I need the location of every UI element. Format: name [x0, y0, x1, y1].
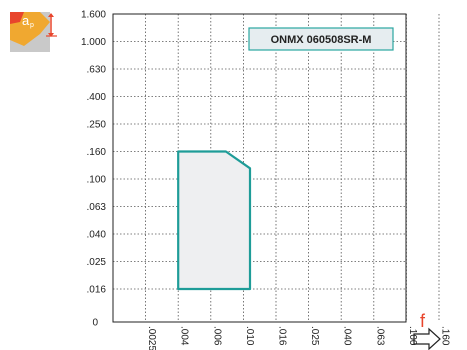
x-axis-label: f: [420, 311, 426, 331]
y-tick-labels: 1.600 1.000 .630 .400 .250 .160 .100 .063 .040 .0…: [81, 10, 106, 329]
y-tick-label: .063: [87, 202, 107, 213]
x-tick-label: .025: [309, 326, 320, 346]
x-tick-label: .100: [407, 326, 418, 346]
y-tick-label: .250: [87, 120, 107, 131]
chart-title: ONMX 060508SR-M: [271, 34, 372, 46]
turning-insert-depth-icon: a p: [10, 12, 57, 52]
x-tick-label: .160: [440, 326, 451, 346]
x-tick-label: .004: [179, 326, 190, 346]
y-tick-label: 0: [92, 318, 98, 329]
x-tick-label: .006: [211, 326, 222, 346]
x-tick-label: .063: [374, 326, 385, 346]
y-tick-label: .100: [87, 175, 107, 186]
x-tick-label: .040: [342, 326, 353, 346]
y-tick-label: .016: [87, 285, 107, 296]
y-tick-label: 1.000: [81, 37, 106, 48]
y-tick-label: .400: [87, 92, 107, 103]
x-tick-label: .0025: [146, 326, 157, 350]
grid-lines: [113, 14, 440, 322]
icon-label-a: a: [22, 13, 30, 28]
arrow-right-icon: [413, 327, 441, 350]
y-tick-label: .025: [87, 257, 107, 268]
plot-frame: [112, 13, 407, 323]
operating-region: [177, 150, 252, 291]
x-tick-label: .016: [277, 326, 288, 346]
y-tick-label: .040: [87, 230, 107, 241]
x-tick-labels: .0025 .004 .006 .010 .016 .025 .040 .063 .100 .16…: [146, 326, 450, 350]
y-tick-label: 1.600: [81, 10, 106, 21]
icon-label-sub: p: [30, 22, 34, 29]
x-tick-label: .010: [244, 326, 255, 346]
title-box: [248, 27, 394, 51]
y-tick-label: .630: [87, 65, 107, 76]
y-tick-label: .160: [87, 147, 107, 158]
